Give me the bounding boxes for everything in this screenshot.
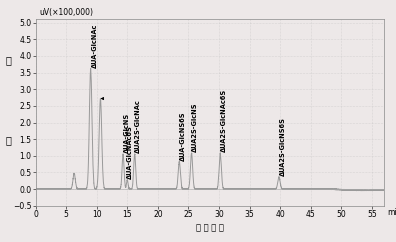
Text: ΔUA2S-GlcNS: ΔUA2S-GlcNS — [192, 103, 198, 152]
Text: 度: 度 — [6, 135, 11, 145]
Text: ΔUA2S-GlcNAc: ΔUA2S-GlcNAc — [135, 99, 141, 153]
X-axis label: 保 留 时 间: 保 留 时 间 — [196, 223, 224, 232]
Text: ΔUA-GlcNS: ΔUA-GlcNS — [124, 113, 129, 153]
Text: ΔUA-GlcNS6S: ΔUA-GlcNS6S — [180, 111, 186, 161]
Text: ΔUA-GlcNAc: ΔUA-GlcNAc — [91, 23, 97, 68]
Text: 光: 光 — [6, 55, 11, 66]
Text: min: min — [387, 208, 396, 217]
Text: uV(×100,000): uV(×100,000) — [39, 8, 93, 17]
Text: ΔUA2S-GlcNAc6S: ΔUA2S-GlcNAc6S — [221, 89, 227, 152]
Text: ΔUA-GlcNAc6S: ΔUA-GlcNAc6S — [127, 125, 133, 179]
Text: ΔUA2S-GlcNS6S: ΔUA2S-GlcNS6S — [280, 117, 286, 176]
